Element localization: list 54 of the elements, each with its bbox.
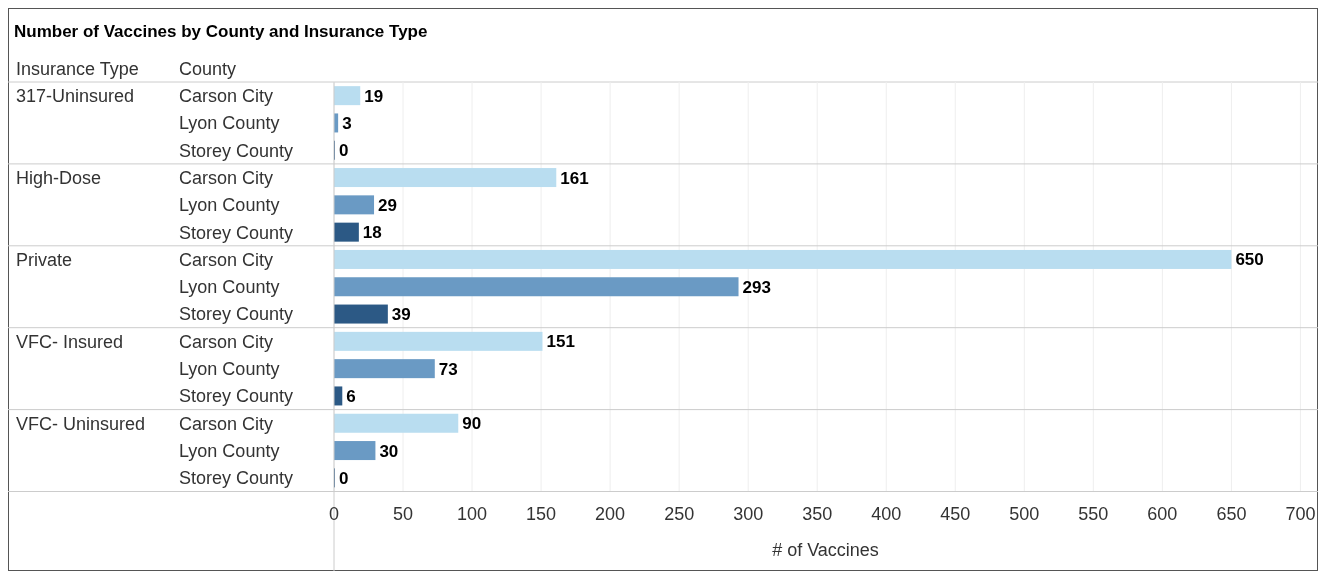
x-tick-label: 100 (457, 503, 488, 524)
y-tick-label: Storey County (179, 304, 294, 325)
data-label: 19 (364, 86, 384, 106)
data-label: 3 (342, 113, 352, 133)
y-tick-label: Carson City (179, 167, 274, 188)
y-tick-label: Storey County (179, 468, 294, 489)
y-tick-label: Carson City (179, 413, 274, 434)
chart-title: Number of Vaccines by County and Insurance Type (14, 22, 428, 41)
data-label: 151 (546, 332, 575, 352)
x-tick-label: 50 (393, 503, 414, 524)
x-tick-label: 500 (1009, 503, 1040, 524)
x-tick-label: 600 (1147, 503, 1178, 524)
x-tick-label: 650 (1216, 503, 1247, 524)
y-tick-label: Carson City (179, 249, 274, 270)
x-axis-title: # of Vaccines (772, 539, 879, 560)
data-label: 650 (1235, 250, 1264, 270)
y-tick-label: Lyon County (179, 359, 280, 379)
x-tick-label: 700 (1285, 503, 1316, 524)
x-tick-label: 250 (664, 503, 695, 524)
data-label: 0 (339, 468, 349, 488)
y-tick-label: Storey County (179, 140, 294, 161)
text: 317-Uninsured (16, 86, 135, 106)
y-tick-label: Lyon County (179, 113, 280, 134)
data-label: 90 (462, 414, 482, 434)
text: Insurance Type (16, 59, 139, 79)
y-tick-label: Storey County (179, 222, 294, 243)
x-tick-label: 550 (1078, 503, 1109, 524)
text: County (179, 59, 237, 79)
data-label: 18 (362, 223, 382, 243)
x-tick-label: 150 (526, 503, 557, 524)
data-label: 39 (391, 305, 411, 325)
x-tick-label: 0 (328, 503, 340, 524)
data-label: 161 (560, 168, 589, 188)
x-tick-label: 450 (940, 503, 971, 524)
y-tick-label: Carson City (179, 86, 274, 106)
text: VFC- Uninsured (16, 413, 146, 434)
y-tick-label: Lyon County (179, 440, 280, 461)
y-tick-label: Carson City (179, 331, 274, 352)
text: High-Dose (16, 167, 102, 188)
x-tick-label: 400 (871, 503, 902, 524)
x-tick-label: 300 (733, 503, 764, 524)
x-tick-label: 200 (595, 503, 626, 524)
data-label: 30 (379, 441, 399, 461)
y-tick-label: Lyon County (179, 195, 280, 216)
x-tick-label: 350 (802, 503, 833, 524)
data-label: 293 (742, 277, 771, 297)
data-label: 73 (438, 359, 458, 379)
data-label: 29 (378, 195, 397, 215)
data-label: 6 (346, 386, 356, 406)
y-tick-label: Storey County (179, 386, 294, 407)
y-tick-label: Lyon County (179, 277, 280, 298)
text: Private (16, 249, 73, 270)
data-label: 0 (339, 141, 349, 161)
text: VFC- Insured (16, 331, 124, 352)
